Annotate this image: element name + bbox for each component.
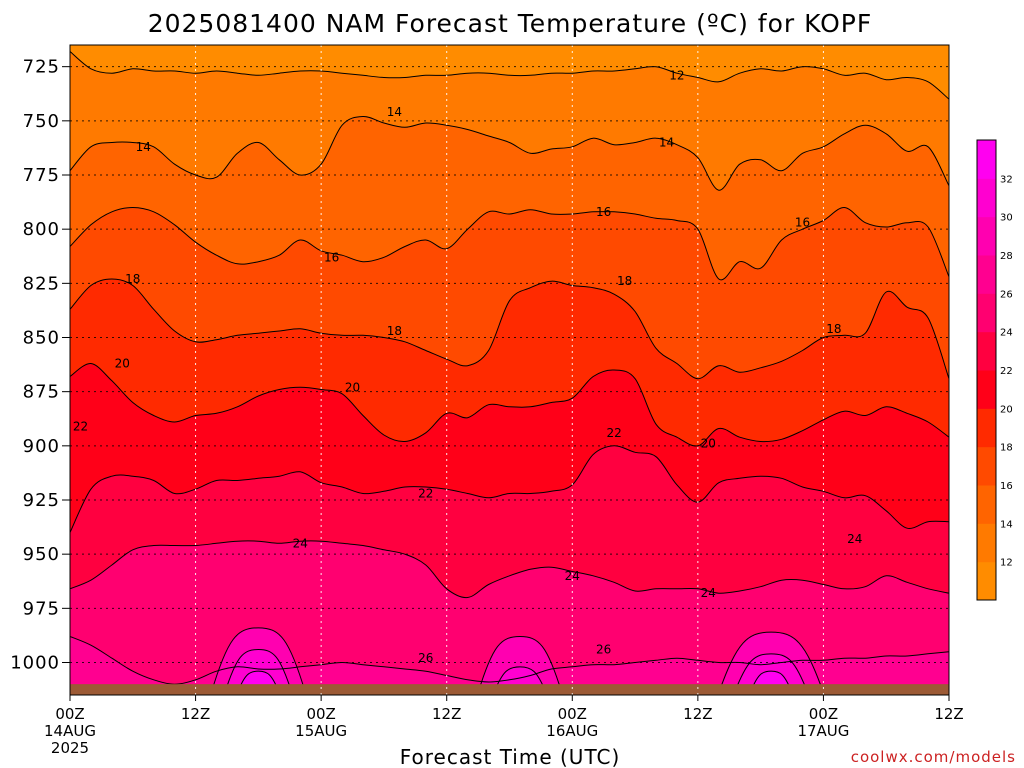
colorbar-swatch-18 <box>977 408 996 448</box>
colorbar-label-26: 26 <box>1000 289 1013 300</box>
colorbar: 12 14 16 18 20 22 24 26 28 30 32 <box>976 139 1013 601</box>
x-axis-title: Forecast Time (UTC) <box>400 745 621 768</box>
ground-fill <box>70 684 949 695</box>
x-tick-label-1: 12Z <box>181 705 210 723</box>
chart-title: 2025081400 NAM Forecast Temperature (ºC)… <box>148 9 873 38</box>
colorbar-swatch-16 <box>977 446 996 486</box>
isotherm-label-9: 18 <box>387 324 402 338</box>
colorbar-label-32: 32 <box>1000 174 1013 185</box>
y-tick-label-925: 925 <box>23 490 60 511</box>
isotherm-label-17: 24 <box>293 536 308 550</box>
x-tick-label-2: 00Z <box>306 705 335 723</box>
isotherm-label-1: 14 <box>387 105 402 119</box>
y-tick-label-875: 875 <box>23 382 60 403</box>
isotherm-label-16: 22 <box>418 487 433 501</box>
colorbar-swatch-20 <box>977 370 996 409</box>
isotherm-14 <box>70 115 949 191</box>
isotherm-label-11: 20 <box>115 357 130 371</box>
colorbar-swatch-24 <box>977 293 996 333</box>
colorbar-label-28: 28 <box>1000 251 1013 262</box>
colorbar-label-14: 14 <box>1000 519 1013 530</box>
x-tick-label-5: 12Z <box>683 705 712 723</box>
colorbar-swatch-32 <box>977 140 996 179</box>
colorbar-swatch-28 <box>977 216 996 256</box>
y-tick-label-800: 800 <box>23 219 60 240</box>
temperature-fill <box>70 45 949 695</box>
y-tick-label-725: 725 <box>23 57 60 78</box>
isotherm-label-10: 18 <box>826 322 841 336</box>
isotherm-label-6: 16 <box>324 250 339 264</box>
isotherm-label-0: 12 <box>669 68 684 82</box>
colorbar-label-30: 30 <box>1000 213 1013 224</box>
isotherm-18 <box>70 278 949 380</box>
colorbar-label-18: 18 <box>1000 443 1013 454</box>
credit-label: coolwx.com/models <box>851 748 1016 766</box>
x-tick-label-4: 00Z <box>558 705 587 723</box>
isotherm-labels: 12 14 14 14 16 16 16 18 18 18 18 20 20 20 22 22 22 24 24 24… <box>73 68 863 665</box>
isotherm-label-2: 14 <box>136 140 151 154</box>
x-tick-date-6: 17AUG <box>797 722 849 740</box>
x-tick-year-0: 2025 <box>51 739 89 757</box>
grid <box>70 45 949 695</box>
isotherm-label-8: 18 <box>617 274 632 288</box>
plot-frame <box>69 44 950 696</box>
isotherm-24 <box>70 540 949 599</box>
isotherm-label-20: 24 <box>847 532 862 546</box>
ground-surface <box>70 684 949 695</box>
x-tick-label-7: 12Z <box>934 705 963 723</box>
isotherm-label-5: 16 <box>795 216 810 230</box>
isotherm-label-4: 16 <box>596 205 611 219</box>
x-tick-label-0: 00Z <box>55 705 84 723</box>
x-tick-date-4: 16AUG <box>546 722 598 740</box>
colorbar-swatch-14 <box>977 485 996 524</box>
colorbar-swatch-30 <box>977 178 996 218</box>
isotherm-label-3: 14 <box>659 136 674 150</box>
isotherm-22 <box>70 445 949 533</box>
y-tick-label-825: 825 <box>23 273 60 294</box>
isotherm-label-18: 24 <box>565 569 580 583</box>
isotherm-20 <box>70 363 949 447</box>
colorbar-swatch-10 <box>977 561 996 601</box>
y-tick-label-950: 950 <box>23 544 60 565</box>
isotherm-label-12: 20 <box>345 380 360 394</box>
colorbar-label-20: 20 <box>1000 404 1013 415</box>
y-tick-label-750: 750 <box>23 111 60 132</box>
colorbar-swatch-12 <box>977 523 996 563</box>
isotherm-label-13: 20 <box>701 437 716 451</box>
colorbar-label-12: 12 <box>1000 558 1013 569</box>
y-tick-label-1000: 1000 <box>10 653 60 674</box>
isotherm-26 <box>70 636 949 685</box>
colorbar-label-16: 16 <box>1000 481 1013 492</box>
x-tick-label-3: 12Z <box>432 705 461 723</box>
y-tick-label-850: 850 <box>23 328 60 349</box>
colorbar-frame <box>976 139 997 601</box>
isotherm-label-7: 18 <box>125 272 140 286</box>
isotherm-label-14: 22 <box>73 419 88 433</box>
y-tick-label-975: 975 <box>23 598 60 619</box>
x-tick-label-6: 00Z <box>809 705 838 723</box>
colorbar-label-24: 24 <box>1000 328 1013 339</box>
isotherm-label-22: 26 <box>596 643 611 657</box>
colorbar-swatch-22 <box>977 331 996 371</box>
isotherm-label-19: 24 <box>701 586 716 600</box>
y-axis: 725 750 775 800 825 850 875 900 925 950 975 1000 <box>10 57 70 674</box>
colorbar-label-22: 22 <box>1000 366 1013 377</box>
isotherm-label-15: 22 <box>607 426 622 440</box>
y-tick-label-775: 775 <box>23 165 60 186</box>
colorbar-swatch-26 <box>977 255 996 294</box>
x-tick-date-2: 15AUG <box>295 722 347 740</box>
x-tick-date-0: 14AUG <box>44 722 96 740</box>
isotherm-label-21: 26 <box>418 651 433 665</box>
y-tick-label-900: 900 <box>23 436 60 457</box>
